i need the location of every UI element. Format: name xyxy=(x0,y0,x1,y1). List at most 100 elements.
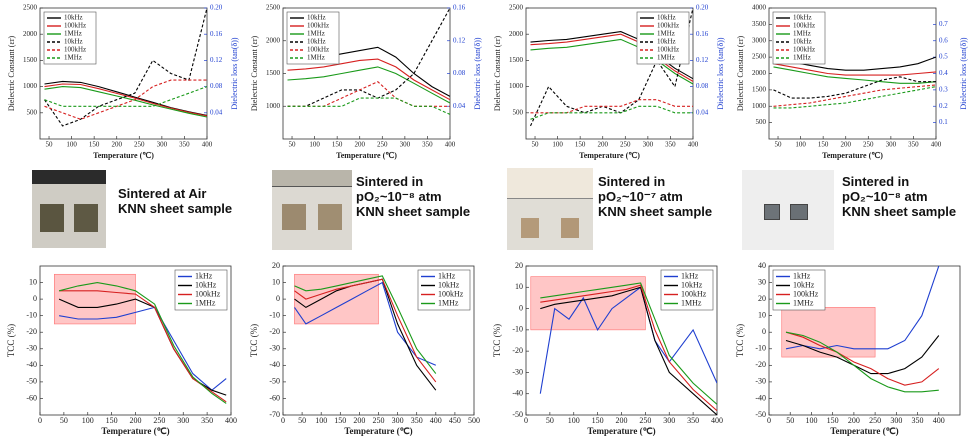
y-tick-label: -10 xyxy=(269,310,280,319)
x-tick-label: 100 xyxy=(82,416,94,425)
y-axis-label: Dielectric Constant (εr) xyxy=(7,36,16,112)
y-tick-label: 500 xyxy=(756,118,767,126)
series-line xyxy=(530,38,693,85)
y-tick-label: 30 xyxy=(758,277,766,286)
y-tick-label: 1000 xyxy=(266,102,281,110)
x-tick-label: 50 xyxy=(775,141,783,149)
plot-area xyxy=(530,8,693,127)
x-tick-label: 350 xyxy=(179,141,190,149)
sample-photo xyxy=(32,170,106,248)
legend-box xyxy=(636,11,690,65)
x-tick-label: 350 xyxy=(665,141,676,149)
dielectric-chart: 50 100 150 200 250 300 350 400 500 1000 1500 2000 25… xyxy=(493,4,725,160)
y-tick-label: 0 xyxy=(519,303,523,312)
y-tick-label: 2000 xyxy=(23,30,38,38)
plot-area xyxy=(785,266,940,393)
y-tick-label: -40 xyxy=(512,389,523,398)
y-tick-label: 10 xyxy=(758,310,766,319)
legend-box xyxy=(286,11,340,65)
y2-axis-label: Dielectric loss (tan(δ)) xyxy=(473,37,482,110)
y-tick-label: 500 xyxy=(513,108,524,116)
y2-tick-label: 0.04 xyxy=(453,102,466,110)
legend-label: 100kHz xyxy=(64,46,86,54)
y-axis-label: TCC (%) xyxy=(6,324,16,357)
x-tick-label: 150 xyxy=(106,416,118,425)
y-tick-label: 1500 xyxy=(266,69,281,77)
y-tick-label: -70 xyxy=(269,410,280,419)
y-tick-label: -10 xyxy=(512,325,523,334)
x-tick-label: 100 xyxy=(309,141,320,149)
y2-tick-label: 0.16 xyxy=(210,30,223,38)
legend-label: 1kHz xyxy=(438,271,456,280)
x-tick-label: 250 xyxy=(377,141,388,149)
x-tick-label: 400 xyxy=(202,141,213,149)
x-tick-label: 150 xyxy=(334,416,346,425)
y-tick-label: -10 xyxy=(26,310,37,319)
x-tick-label: 350 xyxy=(201,416,213,425)
y-tick-label: -10 xyxy=(755,344,766,353)
x-tick-label: 0 xyxy=(281,416,285,425)
caption-line: Sintered in xyxy=(356,174,424,189)
y-tick-label: 20 xyxy=(758,294,766,303)
y-axis-label: Dielectric Constant (εr) xyxy=(250,36,259,112)
legend-label: 1MHz xyxy=(307,30,325,38)
x-tick-label: 250 xyxy=(373,416,385,425)
caption-line: KNN sheet sample xyxy=(842,204,957,219)
y-tick-label: 3500 xyxy=(752,20,767,28)
x-tick-label: 250 xyxy=(620,141,631,149)
x-tick-label: 150 xyxy=(575,141,586,149)
series-line xyxy=(44,8,207,127)
x-tick-label: 400 xyxy=(931,141,942,149)
x-tick-label: 400 xyxy=(225,416,237,425)
legend-label: 1MHz xyxy=(64,54,82,62)
y2-tick-label: 0.20 xyxy=(696,4,709,12)
plot-area xyxy=(294,275,437,391)
x-axis-label: Temperature (℃) xyxy=(336,151,397,160)
y2-tick-label: 0.04 xyxy=(696,108,709,116)
legend-label: 1MHz xyxy=(657,30,675,38)
legend-label: 10kHz xyxy=(64,38,83,46)
dielectric-chart: 50 100 150 200 250 300 350 400 500 1000 1500 2000 25… xyxy=(7,4,239,160)
y-tick-label: 0 xyxy=(276,294,280,303)
legend-label: 1MHz xyxy=(307,54,325,62)
x-tick-label: 150 xyxy=(89,141,100,149)
dielectric-chart: 50 100 150 200 250 300 350 400 1000 1500 2000 2500 0… xyxy=(250,4,482,160)
x-tick-label: 200 xyxy=(840,141,851,149)
sample-caption: Sintered in pO₂~10⁻⁸ atm KNN sheet sampl… xyxy=(842,174,956,219)
y-tick-label: 10 xyxy=(272,277,280,286)
series-line xyxy=(785,335,940,375)
series-line xyxy=(294,278,437,383)
series-line xyxy=(530,99,693,114)
y2-axis-label: Dielectric loss (tan(δ)) xyxy=(959,37,968,110)
legend-label: 1MHz xyxy=(681,298,702,307)
highlight-region xyxy=(294,273,379,325)
y2-tick-label: 0.3 xyxy=(939,85,948,93)
x-tick-label: 400 xyxy=(933,416,945,425)
y-axis-label: TCC (%) xyxy=(492,324,502,357)
x-tick-label: 400 xyxy=(688,141,699,149)
sample-photo xyxy=(507,168,593,250)
series-line xyxy=(540,284,717,412)
sample-photo xyxy=(272,170,352,250)
y2-tick-label: 0.16 xyxy=(696,30,709,38)
caption-line: KNN sheet sample xyxy=(118,201,233,216)
series-line xyxy=(773,76,936,99)
x-tick-label: 50 xyxy=(46,141,54,149)
legend-label: 1MHz xyxy=(793,30,811,38)
y-tick-label: 0 xyxy=(762,327,766,336)
caption-line: pO₂~10⁻⁸ atm xyxy=(356,189,442,204)
x-tick-label: 50 xyxy=(546,416,554,425)
y-tick-label: 0 xyxy=(33,294,37,303)
highlight-region xyxy=(781,307,876,358)
x-tick-label: 150 xyxy=(592,416,604,425)
y-tick-label: 1500 xyxy=(752,85,767,93)
x-tick-label: 400 xyxy=(430,416,442,425)
x-tick-label: 250 xyxy=(863,141,874,149)
x-tick-label: 100 xyxy=(66,141,77,149)
tcc-chart: 0 50 100 150 200 250 300 350 400 450 500-70-60-50-… xyxy=(249,261,480,436)
plot-area xyxy=(539,282,717,415)
series-line xyxy=(287,8,450,107)
x-tick-label: 0 xyxy=(767,416,771,425)
y-tick-label: -20 xyxy=(512,346,523,355)
tcc-chart: 0 50 100 150 200 250 300 350 400 -50 -40 -30 -20 -10 0… xyxy=(492,261,723,436)
